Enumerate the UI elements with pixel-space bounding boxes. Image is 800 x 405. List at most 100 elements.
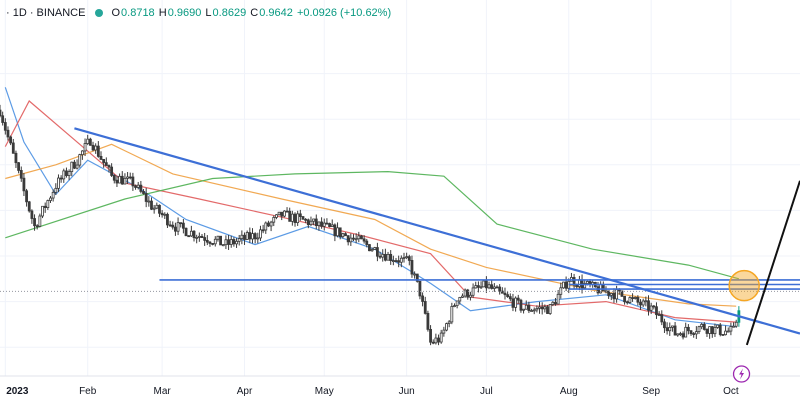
candle-body <box>585 281 589 284</box>
high-value: 0.9690 <box>167 7 202 19</box>
candle-body <box>429 328 432 343</box>
candle-body <box>107 165 111 168</box>
candle-body <box>128 176 132 179</box>
candle-body <box>163 213 167 216</box>
candle-body <box>357 235 361 240</box>
candle-body <box>540 306 544 310</box>
candle-body <box>437 337 440 343</box>
candle-body <box>498 286 502 292</box>
candle-body <box>466 289 470 298</box>
candle-body <box>282 210 286 217</box>
candle-body <box>41 205 44 217</box>
candle-body <box>110 166 114 176</box>
candle-body <box>641 300 645 306</box>
candle-body <box>362 238 366 242</box>
candle-body <box>51 191 55 199</box>
candle-body <box>655 306 658 316</box>
candle-body <box>527 304 531 312</box>
candle-body <box>463 289 467 297</box>
candle-body <box>269 221 273 227</box>
candle-body <box>426 312 430 330</box>
candle-body <box>187 235 191 238</box>
candle-body <box>453 305 456 308</box>
candle-body <box>546 306 549 314</box>
candle-body <box>413 273 417 276</box>
candle-body <box>264 222 268 231</box>
candle-body <box>402 257 406 259</box>
candle-body <box>365 240 369 245</box>
candle-body <box>442 329 446 334</box>
candle-body <box>168 224 172 227</box>
candle-body <box>330 224 334 227</box>
candle-body <box>503 292 507 296</box>
candle-body <box>373 247 377 250</box>
candle-body <box>322 222 326 227</box>
candle-body <box>298 213 302 217</box>
candle-body <box>484 280 488 289</box>
candle-body <box>583 283 587 289</box>
symbol-label[interactable]: · 1D · BINANCE <box>6 7 86 19</box>
candle-body <box>35 225 39 228</box>
candle-body <box>455 300 459 307</box>
candle-body <box>288 210 292 222</box>
descending-trendline <box>74 127 800 335</box>
candle-body <box>126 176 129 179</box>
candle-body <box>564 281 568 289</box>
candle-body <box>0 109 2 117</box>
lightning-icon-glyph <box>739 368 745 380</box>
candle-body <box>368 244 371 252</box>
candle-body <box>306 219 310 226</box>
candle-body <box>671 325 674 328</box>
candle-body <box>22 177 26 192</box>
x-tick-label: Jun <box>399 386 415 397</box>
candle-body <box>280 211 284 217</box>
candle-body <box>91 144 95 151</box>
candle-body <box>697 326 701 333</box>
drawings[interactable] <box>0 127 800 346</box>
candle-body <box>492 286 496 289</box>
candle-body <box>381 253 385 258</box>
candle-body <box>27 201 31 212</box>
candle-body <box>134 185 137 188</box>
high-label: H <box>158 7 167 19</box>
candle-body <box>625 301 629 304</box>
candle-body <box>732 325 735 328</box>
change-value: +0.0926 (+10.62%) <box>296 7 392 19</box>
open-value: 0.8718 <box>121 7 155 19</box>
candle-body <box>38 215 42 227</box>
candle-body <box>609 293 613 296</box>
candle-body <box>160 212 164 216</box>
symbol-header: · 1D · BINANCE O0.8718 H0.9690 L0.8629 C… <box>0 0 800 26</box>
candle-body <box>240 234 244 239</box>
candle-body <box>352 237 355 240</box>
candle-body <box>224 239 228 246</box>
candle-body <box>660 314 664 323</box>
candle-body <box>628 297 632 303</box>
candle-body <box>644 300 648 303</box>
x-tick-label: Oct <box>723 386 739 397</box>
candle-body <box>376 247 379 257</box>
candle-body <box>75 164 79 169</box>
candle-body <box>328 223 331 227</box>
candle-body <box>694 331 698 335</box>
candle-body <box>556 293 560 305</box>
candle-body <box>479 286 483 289</box>
candle-body <box>665 327 669 332</box>
candle-body <box>46 200 50 209</box>
candle-body <box>532 309 536 312</box>
candle-body <box>166 213 169 226</box>
candle-body <box>314 218 318 226</box>
candle-body <box>490 284 494 289</box>
candle-body <box>389 253 393 261</box>
grid <box>0 0 800 377</box>
candle-body <box>495 286 499 289</box>
candle-body <box>394 260 398 262</box>
ma-line-4 <box>5 170 740 280</box>
candle-body <box>705 329 709 334</box>
candle-body <box>120 175 124 185</box>
candle-body <box>176 222 180 232</box>
candle-body <box>415 273 419 282</box>
candle-body <box>734 321 738 327</box>
